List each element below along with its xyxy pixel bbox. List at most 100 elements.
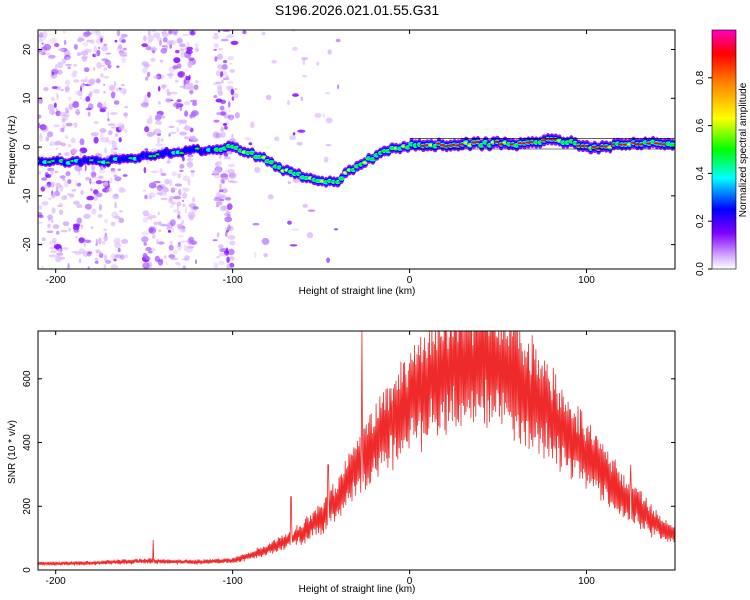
spectrogram-noise-blob [123, 254, 129, 259]
spectrogram-noise-blob [263, 253, 268, 258]
spectrogram-noise-blob [182, 156, 185, 162]
spectrogram-noise-blob [213, 33, 218, 36]
spectrogram-noise-blob [177, 214, 181, 219]
colorbar-tick-label: 0.6 [695, 118, 706, 132]
spectrogram-noise-blob [91, 164, 95, 172]
spectrogram-noise-blob [190, 170, 195, 173]
spectrogram-noise-blob [118, 137, 122, 143]
spectrogram-noise-blob [219, 111, 227, 116]
spectrogram-noise-blob [140, 102, 149, 108]
spectrogram-noise-blob [101, 45, 108, 52]
spectrogram-noise-blob [107, 123, 116, 126]
y-tick-label: 10 [22, 92, 33, 104]
spectrogram-noise-blob [46, 131, 54, 138]
spectrogram-noise-blob [55, 63, 58, 71]
spectrogram-noise-blob [151, 215, 157, 219]
spectrogram-noise-blob [95, 238, 98, 246]
spectrogram-noise-blob [58, 152, 62, 156]
chart-title: S196.2026.021.01.55.G31 [275, 2, 439, 18]
spectrogram-x-ticks: -200 -100 0 100 [46, 30, 595, 286]
spectrogram-noise-blob [119, 254, 125, 260]
spectrogram-noise-blob [105, 52, 112, 55]
spectrogram-noise-blob [291, 228, 300, 232]
spectrogram-noise-blob [302, 203, 309, 208]
spectrogram-noise-blob [215, 132, 222, 139]
spectrogram-noise-blob [221, 177, 229, 181]
snr-series-line [38, 331, 675, 567]
spectrogram-noise-blob [41, 237, 46, 242]
spectrogram-noise-blob [158, 184, 166, 189]
spectrogram-noise-blob [100, 73, 104, 78]
spectrogram-noise-blob [52, 224, 60, 230]
spectrogram-noise-blob [56, 204, 63, 207]
spectrogram-noise-blob [168, 133, 171, 137]
spectrogram-noise-blob [114, 242, 122, 249]
spectrogram-noise-blob [302, 75, 307, 78]
spectrogram-noise-blob [182, 187, 190, 192]
spectrogram-noise-blob [195, 80, 199, 84]
spectrogram-plot-area [38, 30, 675, 269]
spectrogram-noise-blob [187, 178, 191, 186]
spectrogram-noise-blob [79, 153, 83, 156]
spectrogram-noise-blob [123, 47, 127, 51]
spectrogram-noise-blob [103, 254, 108, 262]
spectrogram-noise-blob [87, 111, 91, 117]
spectrogram-noise-blob [54, 102, 57, 108]
spectrogram-noise-blob [169, 219, 176, 227]
spectrogram-noise-blob [147, 91, 151, 98]
x-tick-label: 100 [578, 275, 595, 286]
spectrogram-noise-blob [325, 117, 333, 124]
spectrogram-noise-blob [38, 205, 43, 210]
spectrogram-noise-blob [145, 246, 152, 252]
spectrogram-noise-blob [103, 181, 109, 187]
spectrogram-noise-blob [232, 93, 239, 98]
spectrogram-noise-blob [59, 127, 65, 133]
spectrogram-noise-blob [119, 210, 123, 213]
spectrogram-noise-blob [110, 221, 116, 227]
spectrogram-noise-blob [174, 79, 179, 83]
spectrogram-noise-blob [50, 250, 58, 253]
spectrogram-noise-blob [60, 230, 68, 233]
spectrogram-noise-blob [192, 206, 199, 210]
spectrogram-noise-blob [215, 70, 222, 77]
spectrogram-noise-blob [168, 244, 174, 251]
spectrogram-noise-blob [89, 91, 93, 96]
spectrogram-noise-blob [214, 133, 217, 136]
spectrogram-ridge-mark [669, 143, 675, 147]
spectrogram-noise-blob [216, 191, 222, 198]
spectrogram-noise-blob [47, 197, 52, 200]
y-tick-label: 400 [22, 434, 33, 451]
spectrogram-noise-blob [186, 82, 194, 86]
snr-plot: -200 -100 0 100 0 200 400 600 Height of straig… [7, 330, 676, 595]
spectrogram-noise-blob [143, 166, 147, 174]
spectrogram-noise-blob [229, 262, 235, 268]
spectrogram-noise-blob [75, 108, 80, 116]
spectrogram-noise-blob [171, 171, 178, 177]
spectrogram-noise-blob [157, 221, 162, 226]
spectrogram-noise-blob [59, 256, 66, 260]
spectrogram-noise-blob [49, 141, 56, 146]
spectrogram-noise-blob [61, 195, 68, 201]
spectrogram-noise-blob [42, 30, 48, 38]
spectrogram-noise-blob [64, 85, 70, 92]
x-tick-label: -100 [223, 275, 243, 286]
spectrogram-noise-blob [148, 195, 153, 200]
spectrogram-y-label: Frequency (Hz) [7, 116, 18, 185]
colorbar-gradient [711, 29, 737, 270]
spectrogram-noise-blob [85, 107, 92, 111]
spectrogram-noise-blob [54, 190, 61, 197]
spectrogram-noise-blob [164, 255, 167, 259]
spectrogram-noise-blob [186, 86, 191, 91]
spectrogram-noise-blob [73, 79, 80, 83]
spectrogram-noise-blob [227, 101, 231, 108]
y-tick-label: -20 [22, 237, 33, 252]
spectrogram-noise-blob [289, 244, 298, 247]
spectrogram-noise-blob [216, 53, 224, 60]
spectrogram-noise-blob [181, 132, 188, 136]
spectrogram-noise-blob [168, 179, 173, 186]
spectrogram-noise-blob [154, 114, 162, 121]
spectrogram-noise-blob [292, 93, 299, 97]
spectrogram-noise-blob [72, 70, 78, 75]
spectrogram-noise-blob [53, 124, 60, 128]
spectrogram-noise-blob [168, 30, 173, 35]
